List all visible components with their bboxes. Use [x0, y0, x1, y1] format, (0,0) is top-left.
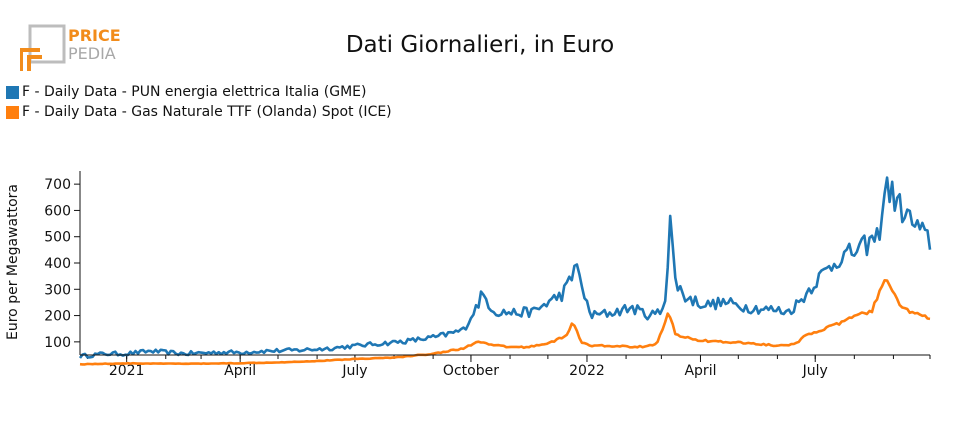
x-tick-label: October: [443, 363, 499, 379]
y-tick-label: 600: [44, 203, 71, 219]
plot-area: [78, 176, 932, 366]
x-tick-label: April: [224, 363, 256, 379]
x-axis: 2021 April July October 2022 April July: [87, 355, 931, 379]
x-tick-label: 2022: [569, 363, 605, 379]
y-tick-label: 700: [44, 177, 71, 193]
y-tick-label: 100: [44, 335, 71, 351]
y-tick-label: 500: [44, 230, 71, 246]
logo-text-price: PRICE: [68, 26, 121, 45]
legend-item-pun[interactable]: F - Daily Data - PUN energia elettrica I…: [6, 84, 366, 100]
series-line-pun[interactable]: [78, 176, 932, 359]
logo-bracket-icon: [20, 48, 40, 71]
legend-item-ttf[interactable]: F - Daily Data - Gas Naturale TTF (Oland…: [6, 104, 392, 120]
x-tick-label: July: [802, 363, 828, 379]
y-axis-title: Euro per Megawattora: [5, 184, 21, 340]
legend-label-ttf: F - Daily Data - Gas Naturale TTF (Oland…: [22, 104, 392, 120]
y-axis: 100 200 300 400 500 600 700: [44, 177, 80, 351]
logo-text-pedia: PEDIA: [68, 44, 116, 63]
legend-swatch-ttf: [6, 105, 19, 119]
x-tick-label: July: [341, 363, 367, 379]
chart-title: Dati Giornalieri, in Euro: [345, 32, 615, 58]
legend-label-pun: F - Daily Data - PUN energia elettrica I…: [22, 84, 367, 100]
series-line-ttf[interactable]: [79, 279, 931, 366]
y-tick-label: 400: [44, 256, 71, 272]
x-tick-label: April: [684, 363, 716, 379]
y-tick-label: 200: [44, 309, 71, 325]
y-tick-label: 300: [44, 282, 71, 298]
logo-bracket-inner-icon: [27, 55, 42, 71]
x-tick-label: 2021: [109, 363, 145, 379]
logo-frame-icon: [28, 24, 66, 64]
pricepedia-logo: PRICE PEDIA: [20, 24, 121, 71]
legend-swatch-pun: [6, 85, 19, 99]
